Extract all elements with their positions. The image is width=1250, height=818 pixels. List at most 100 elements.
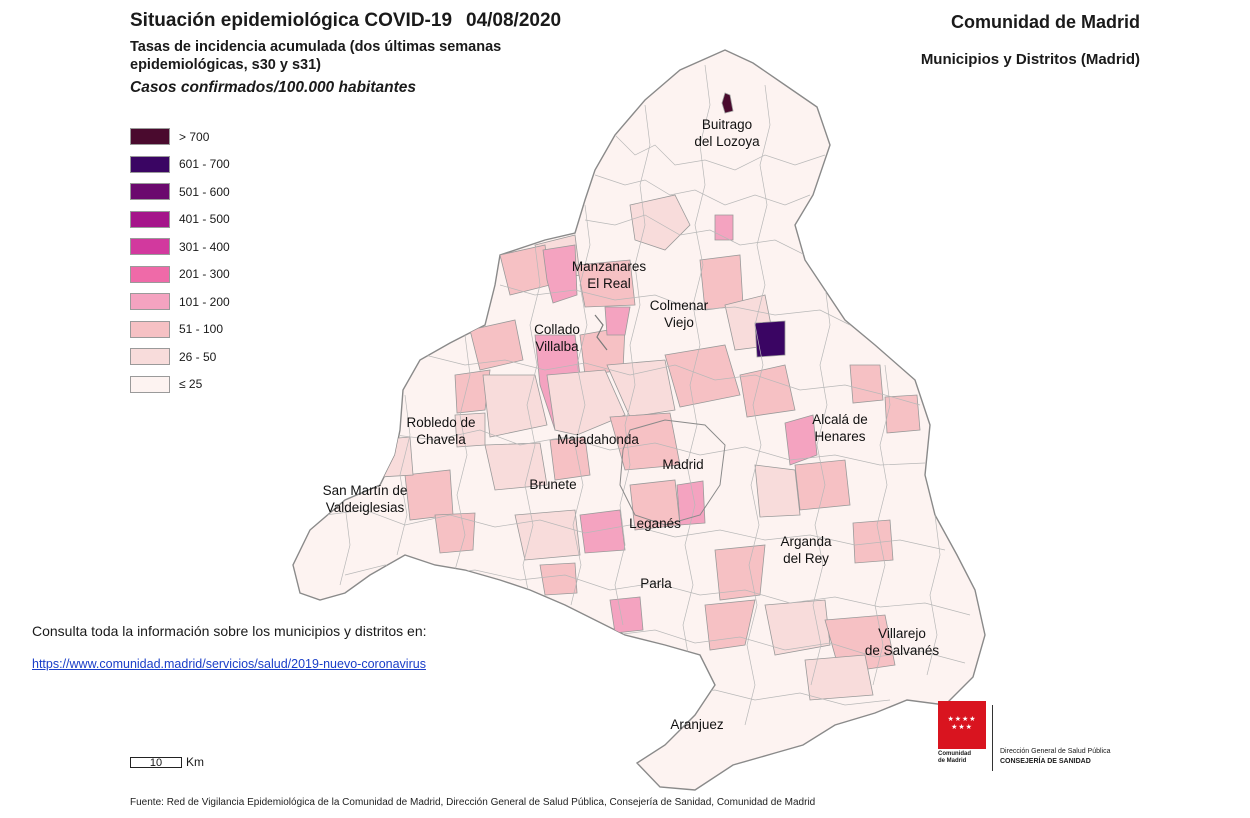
legend-swatch xyxy=(130,183,170,201)
legend: > 700 601 - 700 501 - 600 401 - 500 301 … xyxy=(130,123,230,398)
municipality[interactable] xyxy=(714,214,734,241)
municipality[interactable] xyxy=(849,364,884,404)
municipality[interactable] xyxy=(539,562,578,596)
choropleth-map[interactable] xyxy=(285,45,1000,795)
logo-divider xyxy=(992,705,993,771)
place-label: Madrid xyxy=(662,457,704,472)
place-label: San Martín de Valdeiglesias xyxy=(322,483,408,515)
municipality[interactable] xyxy=(664,344,741,408)
legend-label: 301 - 400 xyxy=(179,239,230,254)
municipality[interactable] xyxy=(606,359,676,418)
legend-swatch xyxy=(130,155,170,173)
municipality[interactable] xyxy=(721,92,734,114)
municipality[interactable] xyxy=(676,480,706,526)
municipality[interactable] xyxy=(404,469,454,521)
municipality[interactable] xyxy=(546,369,626,436)
units-label: Casos confirmados/100.000 habitantes xyxy=(130,79,417,96)
place-label: Arganda del Rey xyxy=(780,534,832,566)
legend-label: 26 - 50 xyxy=(179,349,217,364)
legend-swatch xyxy=(130,265,170,283)
legend-label: > 700 xyxy=(179,129,210,144)
municipality[interactable] xyxy=(454,369,491,414)
municipality[interactable] xyxy=(604,306,631,336)
municipality[interactable] xyxy=(764,599,831,656)
legend-swatch xyxy=(130,320,170,338)
municipality[interactable] xyxy=(804,654,874,701)
municipality[interactable] xyxy=(609,596,644,634)
scale-bar: 10 Km xyxy=(130,755,204,769)
place-label: Buitrago del Lozoya xyxy=(694,117,760,149)
place-label: Brunete xyxy=(529,477,577,492)
municipality[interactable] xyxy=(714,544,766,601)
municipality[interactable] xyxy=(739,364,796,418)
legend-item: 401 - 500 xyxy=(130,206,230,234)
municipality[interactable] xyxy=(542,244,578,304)
scope-title: Municipios y Distritos (Madrid) xyxy=(920,51,1140,68)
municipality[interactable] xyxy=(884,394,921,434)
logo-stars-icon: ★★★★ ★★★ xyxy=(947,716,977,731)
scale-unit: Km xyxy=(186,755,204,769)
legend-label: 601 - 700 xyxy=(179,157,230,172)
comunidad-madrid-logo: ★★★★ ★★★ Comunidad de Madrid xyxy=(938,701,986,769)
place-label: Aranjuez xyxy=(670,717,724,732)
municipality[interactable] xyxy=(784,414,818,466)
legend-label: ≤ 25 xyxy=(179,377,203,392)
legend-swatch xyxy=(130,238,170,256)
legend-item: 26 - 50 xyxy=(130,343,230,371)
legend-item: 501 - 600 xyxy=(130,178,230,206)
legend-item: > 700 xyxy=(130,123,230,151)
legend-item: 51 - 100 xyxy=(130,316,230,344)
legend-swatch xyxy=(130,293,170,311)
source-note: Fuente: Red de Vigilancia Epidemiológica… xyxy=(130,797,816,808)
legend-swatch xyxy=(130,348,170,366)
place-label: Majadahonda xyxy=(557,432,639,447)
municipality[interactable] xyxy=(484,442,548,491)
river-line xyxy=(594,314,608,351)
municipality[interactable] xyxy=(482,374,548,438)
legend-item: 301 - 400 xyxy=(130,233,230,261)
department-label: Dirección General de Salud Pública CONSE… xyxy=(1000,748,1111,765)
map-subtitle: Tasas de incidencia acumulada (dos últim… xyxy=(130,39,502,73)
place-label: Alcalá de Henares xyxy=(812,412,868,444)
place-label: Colmenar Viejo xyxy=(649,298,709,330)
info-text: Consulta toda la información sobre los m… xyxy=(32,623,427,639)
municipality[interactable] xyxy=(576,259,636,308)
legend-swatch xyxy=(130,128,170,146)
info-link[interactable]: https://www.comunidad.madrid/servicios/s… xyxy=(32,657,426,671)
place-label: Leganés xyxy=(629,516,681,531)
legend-swatch xyxy=(130,210,170,228)
municipality[interactable] xyxy=(794,459,851,511)
map-title: Situación epidemiológica COVID-19 04/08/2… xyxy=(130,10,561,32)
municipality[interactable] xyxy=(469,319,524,371)
legend-label: 401 - 500 xyxy=(179,212,230,227)
municipality[interactable] xyxy=(514,509,581,561)
municipality[interactable] xyxy=(454,412,486,448)
municipality[interactable] xyxy=(754,464,801,518)
municipality[interactable] xyxy=(434,512,476,554)
place-label: Parla xyxy=(640,576,672,591)
legend-item: 601 - 700 xyxy=(130,151,230,179)
municipality[interactable] xyxy=(609,412,681,471)
legend-label: 101 - 200 xyxy=(179,294,230,309)
place-label: Robledo de Chavela xyxy=(406,415,476,447)
municipality[interactable] xyxy=(579,509,626,554)
legend-item: 201 - 300 xyxy=(130,261,230,289)
legend-item: 101 - 200 xyxy=(130,288,230,316)
municipality[interactable] xyxy=(629,194,691,251)
place-label: Collado Villalba xyxy=(534,322,580,354)
municipality[interactable] xyxy=(754,320,786,358)
legend-label: 201 - 300 xyxy=(179,267,230,282)
logo-text: Comunidad de Madrid xyxy=(938,751,971,764)
title-text: Situación epidemiológica COVID-19 xyxy=(130,10,453,31)
legend-swatch xyxy=(130,375,170,393)
madrid-city-districts[interactable] xyxy=(619,419,726,526)
legend-label: 501 - 600 xyxy=(179,184,230,199)
region-title: Comunidad de Madrid xyxy=(951,12,1140,32)
legend-item: ≤ 25 xyxy=(130,371,230,399)
report-date: 04/08/2020 xyxy=(466,10,562,31)
logo-flag: ★★★★ ★★★ xyxy=(938,701,986,749)
scale-value: 10 xyxy=(130,756,182,768)
place-label: Villarejo de Salvanés xyxy=(864,626,940,658)
place-label: Manzanares El Real xyxy=(571,259,647,291)
legend-label: 51 - 100 xyxy=(179,322,224,337)
